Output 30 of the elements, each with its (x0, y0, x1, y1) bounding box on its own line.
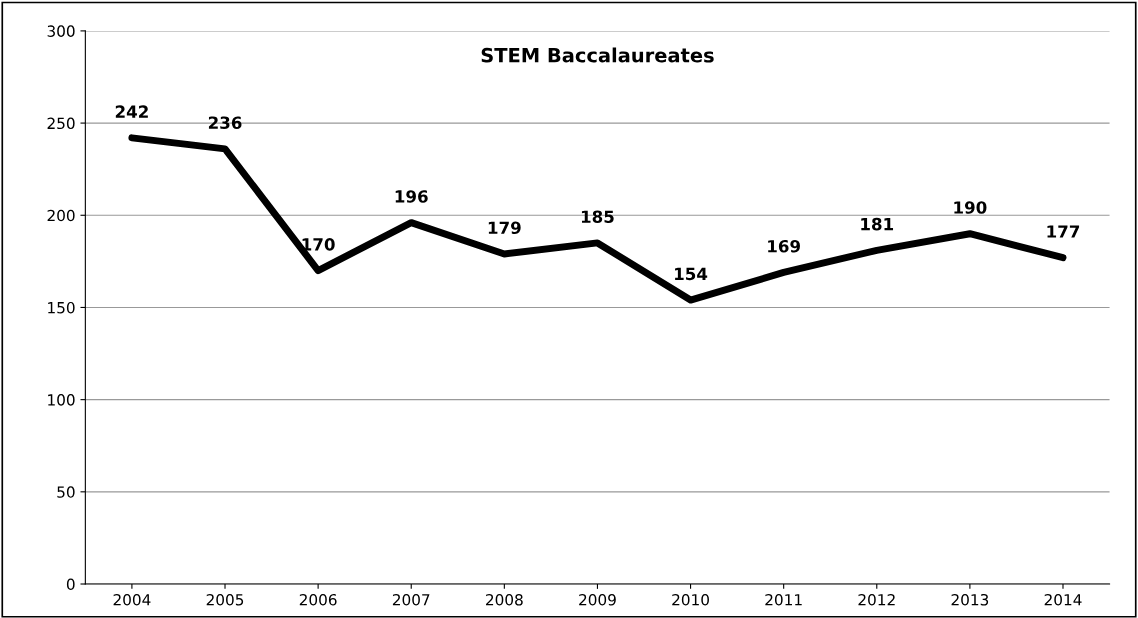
x-tick-label: 2009 (579, 594, 616, 606)
data-label: 154 (675, 267, 708, 281)
x-tick-label: 2010 (672, 594, 709, 606)
data-label: 190 (954, 201, 987, 214)
x-tick-label: 2007 (392, 594, 430, 606)
x-tick-label: 2006 (299, 594, 337, 606)
data-label: 181 (861, 217, 894, 231)
data-label: 177 (1047, 225, 1080, 238)
x-tick-label: 2005 (206, 594, 244, 606)
y-tick-label: 200 (47, 209, 75, 222)
x-tick-label: 2014 (1044, 594, 1082, 606)
x-tick-label: 2011 (765, 594, 802, 606)
x-tick-label: 2004 (113, 594, 151, 606)
data-label: 185 (581, 210, 614, 224)
y-tick-label: 300 (47, 25, 75, 37)
data-label: 179 (488, 221, 521, 235)
data-label: 236 (208, 116, 242, 129)
x-tick-label: 2008 (486, 594, 523, 606)
data-label: 196 (395, 190, 428, 203)
data-label: 169 (768, 239, 800, 253)
x-tick-label: 2013 (951, 594, 989, 606)
y-tick-label: 150 (48, 301, 75, 314)
text: STEM Baccalaureates (481, 47, 714, 63)
y-tick-label: 100 (48, 394, 75, 406)
y-tick-label: 50 (57, 486, 75, 498)
x-tick-label: 2012 (858, 594, 895, 606)
data-label: 242 (115, 105, 148, 118)
y-tick-label: 0 (66, 578, 75, 591)
y-tick-label: 250 (47, 117, 75, 130)
data-label: 170 (302, 238, 335, 251)
